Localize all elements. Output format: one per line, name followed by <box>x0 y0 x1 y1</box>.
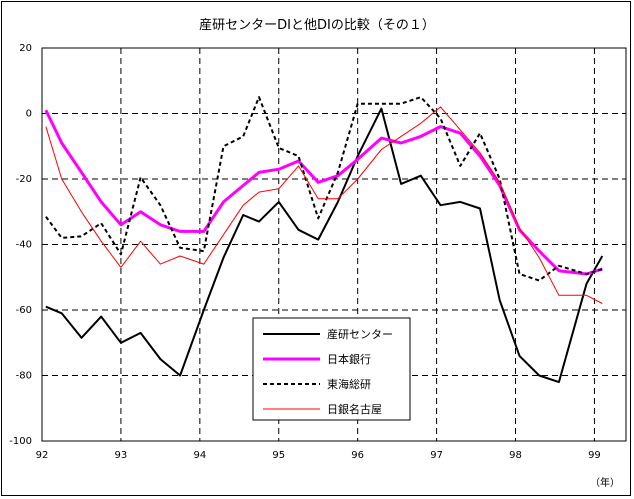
legend-label: 日銀名古屋 <box>327 402 382 416</box>
y-tick-label: -60 <box>16 305 32 316</box>
series-line-1 <box>45 107 604 384</box>
x-tick-label: 98 <box>509 450 522 461</box>
y-tick-label: -20 <box>16 174 32 185</box>
y-tick-label: 0 <box>26 109 32 120</box>
series-lines <box>44 96 604 384</box>
y-axis-ticks: 20 0 -20 -40 -60 -80 -100 <box>9 43 32 447</box>
y-tick-label: 20 <box>19 43 32 54</box>
x-tick-label: 93 <box>115 450 128 461</box>
chart-title: 産研センターDIと他DIの比較（その１） <box>199 17 435 33</box>
series-line-4 <box>45 106 603 304</box>
x-tick-label: 99 <box>588 450 601 461</box>
y-tick-label: -100 <box>9 436 32 447</box>
legend-label: 日本銀行 <box>327 352 371 366</box>
series-line-3 <box>45 96 603 282</box>
x-axis-label: （年） <box>590 476 620 489</box>
legend-label: 産研センター <box>327 328 393 341</box>
x-axis-ticks: 92 93 94 95 96 97 98 99 <box>36 450 601 461</box>
x-tick-label: 92 <box>36 450 49 461</box>
x-tick-label: 95 <box>272 450 285 461</box>
x-tick-label: 97 <box>430 450 443 461</box>
series-line-2 <box>44 109 603 276</box>
x-tick-label: 96 <box>351 450 364 461</box>
x-tick-label: 94 <box>193 450 206 461</box>
y-tick-label: -40 <box>16 240 32 251</box>
y-tick-label: -80 <box>16 371 32 382</box>
legend-label: 東海総研 <box>327 377 371 391</box>
